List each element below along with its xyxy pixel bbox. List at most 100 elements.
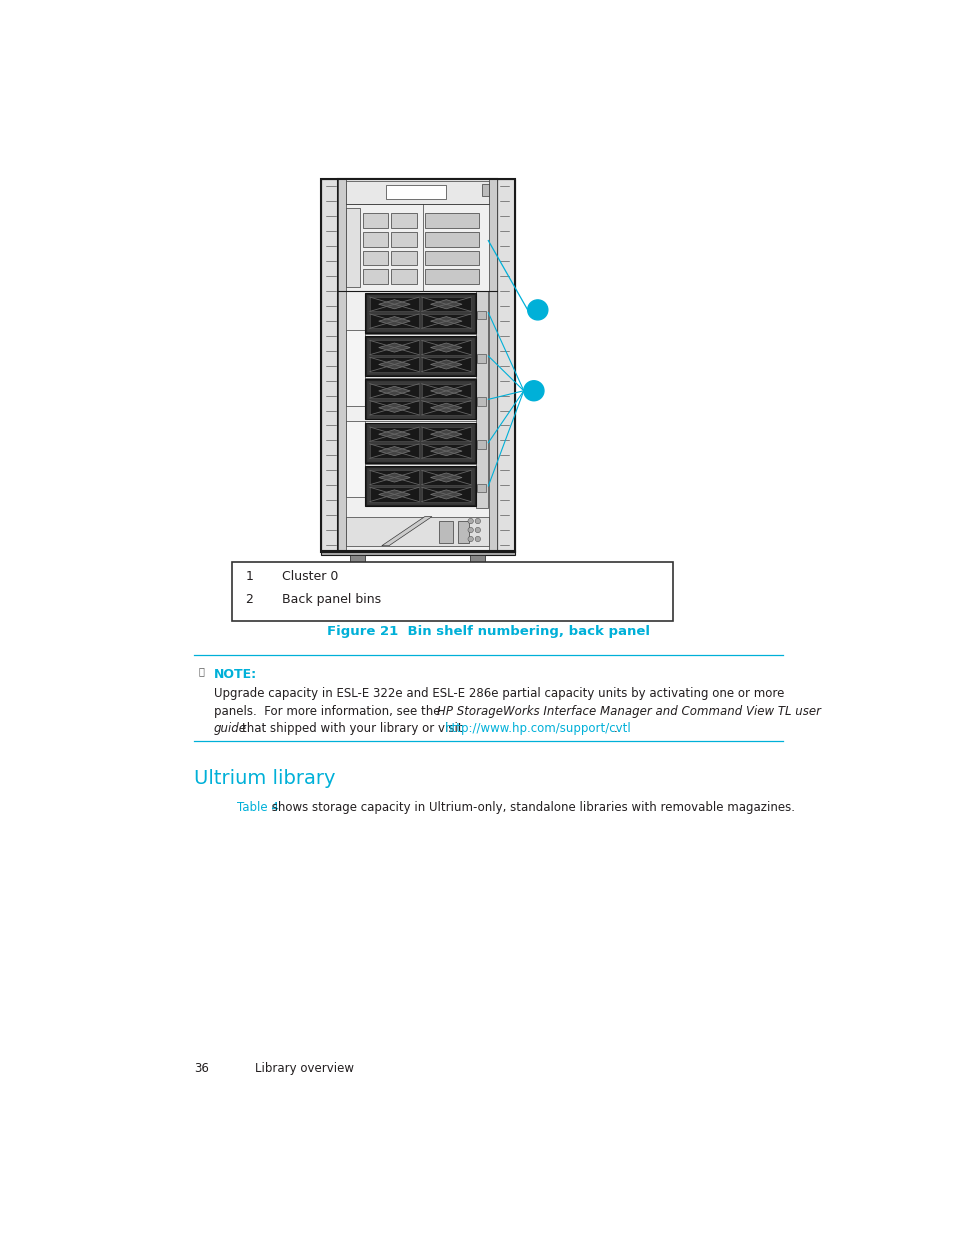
Bar [350, 556, 365, 563]
Bar [370, 488, 418, 501]
Bar [365, 379, 476, 419]
Text: Figure 21  Bin shelf numbering, back panel: Figure 21 Bin shelf numbering, back pane… [327, 625, 650, 638]
Text: .: . [614, 721, 618, 735]
Bar [424, 269, 478, 284]
Polygon shape [378, 473, 410, 482]
Bar [370, 400, 418, 415]
Text: Upgrade capacity in ESL-E 322e and ESL-E 286e partial capacity units by activati: Upgrade capacity in ESL-E 322e and ESL-E… [213, 687, 783, 700]
Bar [489, 179, 497, 552]
Bar [421, 471, 471, 484]
Bar [421, 488, 471, 501]
Circle shape [475, 536, 480, 542]
Polygon shape [378, 447, 410, 456]
Polygon shape [430, 359, 461, 369]
Text: HP StorageWorks Interface Manager and Command View TL user: HP StorageWorks Interface Manager and Co… [436, 704, 821, 718]
Text: shows storage capacity in Ultrium-only, standalone libraries with removable maga: shows storage capacity in Ultrium-only, … [268, 802, 794, 814]
Bar [476, 441, 486, 450]
Bar [421, 314, 471, 329]
Bar [476, 310, 486, 319]
Polygon shape [378, 343, 410, 352]
Bar [370, 357, 418, 372]
Bar [337, 179, 497, 552]
Bar [363, 214, 388, 228]
Bar [370, 384, 418, 398]
Circle shape [475, 519, 480, 524]
Bar [391, 251, 416, 266]
Text: guide: guide [213, 721, 247, 735]
Polygon shape [378, 430, 410, 438]
Bar [367, 468, 473, 504]
Text: Cluster 0: Cluster 0 [282, 569, 338, 583]
Bar [424, 251, 478, 266]
Bar [370, 341, 418, 354]
Text: that shipped with your library or visit: that shipped with your library or visit [242, 721, 466, 735]
Bar [476, 398, 486, 406]
Bar [421, 427, 471, 441]
Bar [370, 443, 418, 458]
Circle shape [468, 536, 473, 542]
Polygon shape [430, 343, 461, 352]
Bar [497, 179, 514, 552]
Bar [370, 471, 418, 484]
Circle shape [527, 300, 547, 320]
Text: 2: 2 [245, 593, 253, 606]
Polygon shape [381, 516, 432, 546]
Bar [421, 298, 471, 311]
Bar [370, 298, 418, 311]
Bar [367, 338, 473, 374]
Bar [363, 269, 388, 284]
Bar [476, 354, 486, 363]
Bar [476, 291, 488, 508]
Bar [421, 341, 471, 354]
Polygon shape [378, 490, 410, 499]
Bar [367, 294, 473, 331]
Bar [421, 443, 471, 458]
Bar [365, 293, 476, 332]
Bar [337, 179, 346, 552]
Bar [391, 232, 416, 247]
Circle shape [523, 380, 543, 401]
Bar [391, 269, 416, 284]
Bar [346, 207, 360, 287]
Bar [320, 550, 514, 556]
Polygon shape [430, 316, 461, 326]
Bar [346, 516, 489, 546]
Bar [365, 466, 476, 506]
Bar [320, 179, 514, 552]
Text: panels.  For more information, see the: panels. For more information, see the [213, 704, 443, 718]
Bar [386, 185, 446, 199]
Polygon shape [430, 430, 461, 438]
Text: NOTE:: NOTE: [213, 668, 256, 680]
Bar [320, 179, 337, 552]
Bar [346, 330, 365, 406]
Polygon shape [378, 387, 410, 395]
Bar [346, 182, 489, 204]
Polygon shape [378, 359, 410, 369]
Text: http://www.hp.com/support/cvtl: http://www.hp.com/support/cvtl [445, 721, 631, 735]
Bar [346, 421, 365, 496]
Polygon shape [378, 300, 410, 309]
Bar [438, 521, 453, 543]
Text: Ultrium library: Ultrium library [194, 769, 335, 788]
Bar [421, 384, 471, 398]
Bar [363, 251, 388, 266]
Bar [365, 422, 476, 463]
Polygon shape [430, 490, 461, 499]
Polygon shape [430, 403, 461, 412]
Bar [424, 232, 478, 247]
Bar [367, 425, 473, 461]
Bar [424, 214, 478, 228]
Text: Table 4: Table 4 [236, 802, 278, 814]
Bar [363, 232, 388, 247]
Polygon shape [430, 447, 461, 456]
Polygon shape [378, 316, 410, 326]
Text: Library overview: Library overview [254, 1062, 354, 1074]
Polygon shape [430, 387, 461, 395]
Bar [367, 382, 473, 417]
Bar [470, 556, 485, 563]
Text: 1: 1 [245, 569, 253, 583]
Polygon shape [430, 300, 461, 309]
Bar [391, 214, 416, 228]
Bar [232, 562, 673, 621]
Bar [457, 521, 469, 543]
